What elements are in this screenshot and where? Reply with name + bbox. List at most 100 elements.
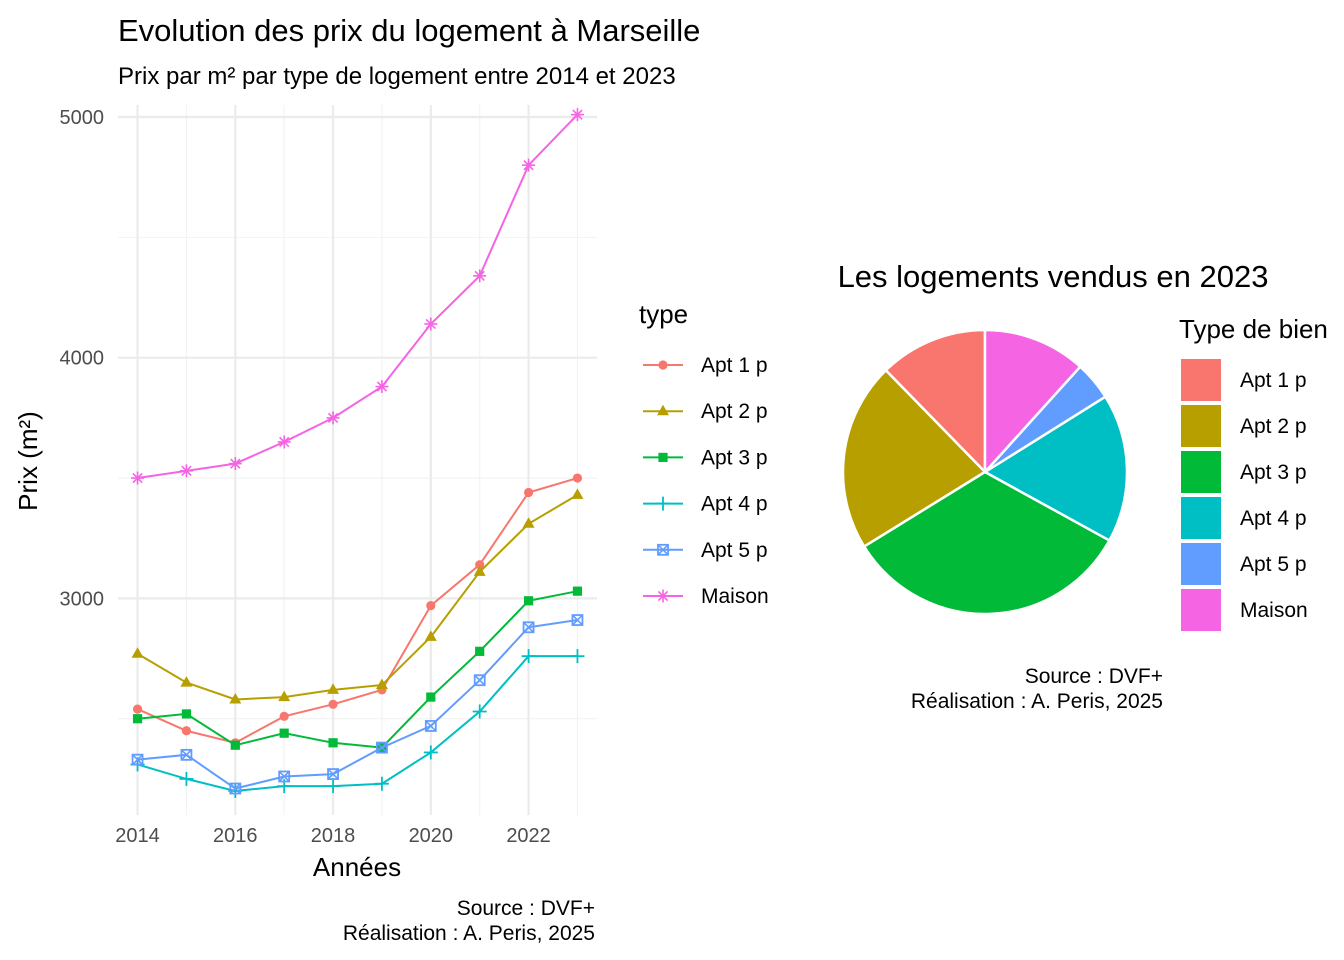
data-point-apt-2-p [424, 630, 437, 641]
legend-item-apt-4-p: Apt 4 p [643, 493, 768, 516]
pie-legend-item-maison: Maison [1181, 589, 1308, 631]
legend-item-apt-5-p: Apt 5 p [643, 539, 768, 562]
legend-item-apt-1-p: Apt 1 p [643, 354, 768, 377]
data-point-apt-1-p [572, 473, 583, 483]
data-point-apt-1-p [181, 726, 192, 736]
line-chart-grid [118, 105, 597, 815]
data-point-apt-2-p [375, 678, 388, 690]
pie-legend-label: Apt 2 p [1240, 415, 1307, 438]
pie-legend-item-apt-4-p: Apt 4 p [1181, 497, 1307, 539]
data-point-apt-2-p [327, 683, 340, 694]
x-tick-label: 2018 [311, 825, 356, 847]
pie-legend-swatch [1181, 589, 1221, 631]
pie-slice-apt-2-p [841, 369, 987, 548]
x-tick-label: 2014 [115, 825, 160, 847]
data-point-maison [424, 317, 438, 331]
line-chart-subtitle: Prix par m² par type de logement entre 2… [118, 63, 676, 90]
data-point-apt-1-p [279, 711, 289, 721]
legend-key-marker [656, 496, 670, 511]
data-point-maison [522, 158, 536, 172]
pie-chart [841, 328, 1129, 616]
data-point-apt-2-p [180, 676, 193, 687]
series-line-apt-3-p [137, 590, 578, 749]
data-point-apt-3-p [230, 740, 240, 750]
data-point-apt-5-p [473, 674, 486, 687]
data-point-apt-5-p [327, 768, 339, 780]
data-point-apt-1-p [426, 601, 436, 611]
legend-label: Apt 4 p [701, 493, 768, 516]
pie-legend-swatch [1181, 405, 1221, 447]
data-point-maison [326, 411, 340, 425]
data-point-maison [179, 464, 193, 478]
pie-legend-title: Type de bien [1179, 314, 1328, 344]
pie-legend-item-apt-1-p: Apt 1 p [1181, 359, 1307, 401]
line-chart-title: Evolution des prix du logement à Marseil… [118, 13, 700, 48]
legend-item-maison: Maison [643, 585, 769, 608]
data-point-apt-4-p [521, 649, 536, 664]
data-point-apt-5-p [522, 621, 535, 634]
line-caption-author: Réalisation : A. Peris, 2025 [343, 922, 595, 945]
y-tick-label: 4000 [60, 348, 105, 370]
data-point-apt-4-p [179, 771, 194, 786]
data-point-apt-3-p [572, 586, 583, 596]
series-line-apt-1-p [137, 477, 578, 744]
series-line-maison [137, 113, 579, 480]
pie-legend-item-apt-2-p: Apt 2 p [1181, 405, 1307, 447]
series-maison [131, 108, 584, 485]
x-tick-label: 2020 [409, 825, 454, 847]
series-apt-5-p [131, 614, 584, 795]
line-legend-title: type [639, 299, 688, 329]
legend-key-marker [656, 589, 670, 603]
y-axis-title: Prix (m²) [13, 411, 43, 511]
y-tick-label: 3000 [60, 588, 105, 610]
data-point-apt-1-p [132, 704, 143, 714]
data-point-apt-5-p [571, 614, 584, 626]
data-point-apt-4-p [374, 776, 389, 791]
data-point-apt-2-p [131, 647, 144, 658]
legend-item-apt-3-p: Apt 3 p [643, 446, 768, 469]
series-apt-3-p [132, 586, 583, 753]
data-point-apt-1-p [475, 560, 485, 570]
x-tick-label: 2022 [506, 825, 551, 847]
legend-key-marker [657, 404, 669, 416]
data-point-apt-2-p [473, 565, 486, 576]
data-point-apt-3-p [426, 692, 436, 702]
pie-legend-swatch [1181, 451, 1221, 493]
data-point-apt-5-p [229, 782, 242, 795]
pie-legend-label: Maison [1240, 599, 1308, 622]
series-apt-2-p [131, 488, 584, 704]
data-point-maison [375, 380, 389, 394]
line-chart-panel: 2014 2016 2018 2020 2022 3000 4000 5000 [60, 105, 597, 847]
legend-label: Apt 3 p [701, 446, 768, 469]
data-point-apt-5-p [131, 753, 144, 766]
legend-key-marker [658, 452, 668, 462]
data-point-apt-1-p [523, 487, 534, 498]
pie-slice-apt-1-p [884, 328, 987, 474]
data-point-apt-2-p [571, 488, 584, 499]
line-caption-source: Source : DVF+ [457, 897, 595, 920]
pie-legend: Apt 1 p Apt 2 p Apt 3 p Apt 4 p Apt 5 p Maiso… [1181, 359, 1308, 631]
data-point-apt-3-p [523, 596, 534, 606]
data-point-apt-5-p [424, 720, 437, 732]
pie-legend-label: Apt 3 p [1240, 461, 1307, 484]
legend-label: Apt 1 p [701, 354, 768, 377]
data-point-maison [228, 457, 242, 471]
data-point-apt-4-p [472, 704, 487, 719]
pie-slice-apt-4-p [983, 395, 1129, 542]
x-axis-title: Années [313, 852, 401, 882]
series-line-apt-5-p [137, 619, 578, 790]
legend-label: Apt 2 p [701, 400, 768, 423]
pie-slice-maison [983, 328, 1082, 474]
data-point-apt-5-p [278, 770, 291, 783]
line-legend: Apt 1 p Apt 2 p Apt 3 p Apt 4 p Apt 5 p Maiso… [643, 354, 769, 608]
x-tick-label: 2016 [213, 825, 258, 847]
series-line-apt-2-p [137, 494, 578, 701]
line-chart-series [130, 108, 585, 798]
pie-legend-item-apt-5-p: Apt 5 p [1181, 543, 1307, 585]
y-tick-label: 5000 [60, 107, 105, 129]
pie-legend-swatch [1181, 359, 1221, 401]
pie-legend-label: Apt 1 p [1240, 369, 1307, 392]
legend-key-marker [658, 360, 668, 370]
data-point-maison [131, 471, 145, 485]
